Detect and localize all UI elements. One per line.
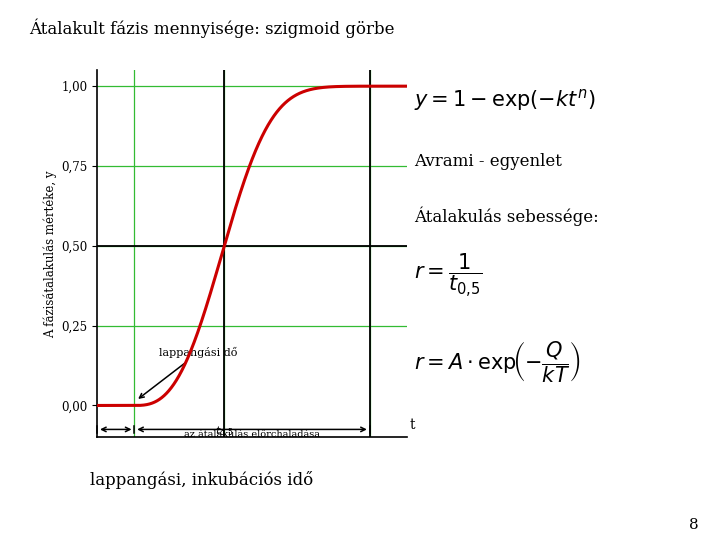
Text: az átalakulás előrchaladása: az átalakulás előrchaladása — [184, 430, 320, 439]
Text: Avrami - egyenlet: Avrami - egyenlet — [414, 153, 562, 171]
Text: lappangási, inkubációs idő: lappangási, inkubációs idő — [90, 471, 313, 489]
Text: 8: 8 — [689, 518, 698, 532]
Text: $r = A \cdot \mathrm{exp}\!\left(-\dfrac{Q}{kT}\right)$: $r = A \cdot \mathrm{exp}\!\left(-\dfrac… — [414, 339, 580, 384]
Text: $y = 1 - \mathrm{exp}(-kt^n)$: $y = 1 - \mathrm{exp}(-kt^n)$ — [414, 87, 595, 113]
Text: t: t — [410, 417, 415, 431]
Text: $r = \dfrac{1}{t_{0{,}5}}$: $r = \dfrac{1}{t_{0{,}5}}$ — [414, 252, 482, 299]
Text: $t_{c,5}$: $t_{c,5}$ — [215, 424, 234, 440]
Y-axis label: A fázisátalakulás mértéke, y: A fázisátalakulás mértéke, y — [44, 170, 57, 338]
Text: Átalakulás sebessége:: Átalakulás sebessége: — [414, 206, 599, 226]
Text: lappangási dő: lappangási dő — [140, 347, 238, 398]
Text: Átalakult fázis mennyisége: szigmoid görbe: Átalakult fázis mennyisége: szigmoid gör… — [29, 19, 395, 38]
